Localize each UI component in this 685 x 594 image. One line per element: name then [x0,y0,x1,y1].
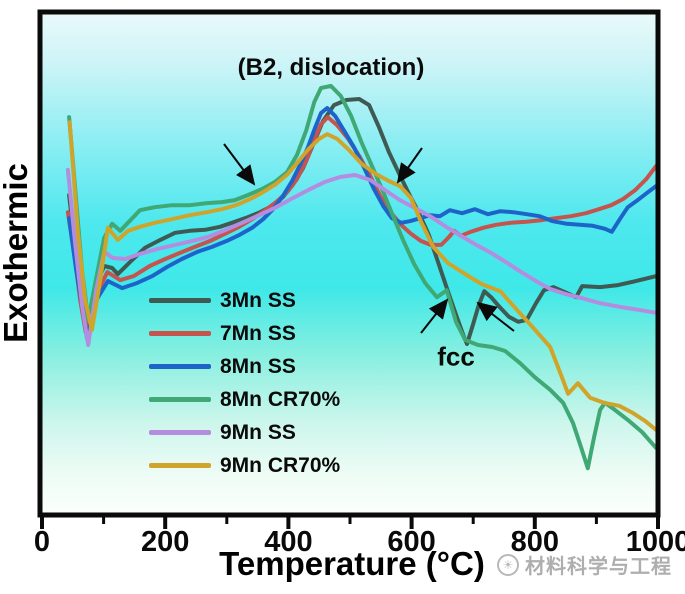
legend-item-3mn-ss: 3Mn SS [149,284,340,317]
legend: 3Mn SS 7Mn SS 8Mn SS 8Mn CR70% 9Mn SS 9Mn CR7… [149,284,340,482]
watermark: ☀ 材料科学与工程 [497,550,672,579]
plot-background [42,14,656,513]
series-9mn-cr70 [67,120,656,432]
plot-frame [37,9,661,518]
x-tick-label-600: 600 [387,526,435,558]
annotation-arrow-4 [476,301,515,332]
x-axis-tick-labels: 0 200 400 600 800 1000 [34,526,685,558]
x-tick-label-400: 400 [264,526,312,558]
legend-swatch-3mn-ss [149,298,211,303]
curves-group [65,83,656,471]
legend-label-8mn-ss: 8Mn SS [220,354,296,378]
legend-label-3mn-ss: 3Mn SS [220,288,296,312]
annotation-fcc: fcc [437,341,475,372]
annotation-arrow-3 [420,298,449,334]
series-8mn-ss [67,106,656,340]
annotation-arrow-2 [396,147,423,184]
watermark-logo-icon: ☀ [497,553,519,576]
watermark-text: 材料科学与工程 [525,556,672,578]
annotation-arrow-1 [223,143,256,186]
legend-item-8mn-ss: 8Mn SS [149,350,340,383]
legend-item-9mn-cr70: 9Mn CR70% [149,449,340,482]
series-8mn-cr70 [67,83,656,471]
legend-swatch-8mn-cr70 [149,397,211,402]
x-axis-ticks [40,517,660,529]
series-3mn-ss [67,97,656,346]
legend-item-8mn-cr70: 8Mn CR70% [149,383,340,416]
legend-swatch-8mn-ss [149,364,211,369]
legend-label-7mn-ss: 7Mn SS [220,321,296,345]
legend-item-7mn-ss: 7Mn SS [149,317,340,350]
legend-label-8mn-cr70: 8Mn CR70% [220,387,341,411]
annotation-arrows-group [223,143,515,334]
annotation-b2-dislocation: (B2, dislocation) [237,54,425,81]
x-axis-title: Temperature (°C) [219,545,485,582]
legend-swatch-9mn-ss [149,430,211,435]
series-9mn-ss [65,167,656,347]
x-tick-label-0: 0 [34,526,50,558]
y-axis-title: Exothermic [0,163,34,343]
legend-label-9mn-cr70: 9Mn CR70% [220,453,341,477]
x-tick-label-200: 200 [141,526,189,558]
legend-swatch-7mn-ss [149,331,211,336]
legend-item-9mn-ss: 9Mn SS [149,416,340,449]
x-tick-label-1000: 1000 [626,526,685,558]
x-tick-label-800: 800 [511,526,559,558]
legend-label-9mn-ss: 9Mn SS [220,420,296,444]
legend-swatch-9mn-cr70 [149,463,211,468]
